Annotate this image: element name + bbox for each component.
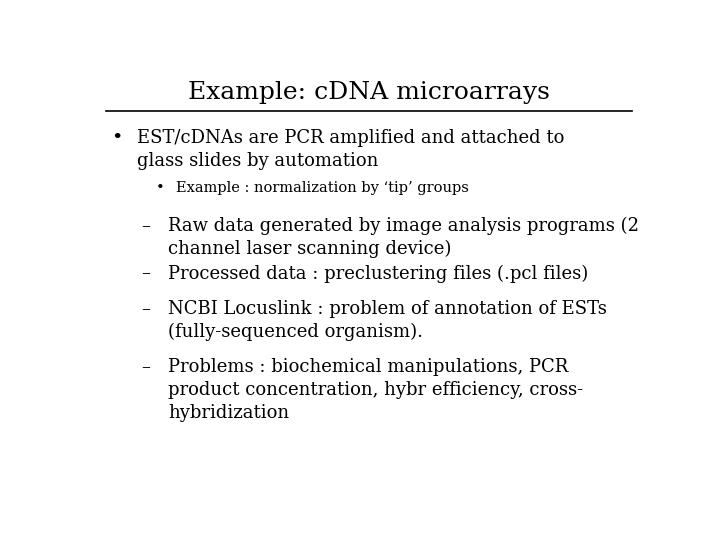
Text: EST/cDNAs are PCR amplified and attached to
glass slides by automation: EST/cDNAs are PCR amplified and attached…	[138, 129, 564, 170]
Text: •: •	[111, 129, 122, 147]
Text: Example: cDNA microarrays: Example: cDNA microarrays	[188, 82, 550, 104]
Text: Raw data generated by image analysis programs (2
channel laser scanning device): Raw data generated by image analysis pro…	[168, 217, 639, 258]
Text: –: –	[141, 358, 150, 376]
Text: NCBI Locuslink : problem of annotation of ESTs
(fully-sequenced organism).: NCBI Locuslink : problem of annotation o…	[168, 300, 607, 341]
Text: –: –	[141, 265, 150, 282]
Text: Processed data : preclustering files (.pcl files): Processed data : preclustering files (.p…	[168, 265, 588, 282]
Text: –: –	[141, 300, 150, 318]
Text: Problems : biochemical manipulations, PCR
product concentration, hybr efficiency: Problems : biochemical manipulations, PC…	[168, 358, 583, 422]
Text: Example : normalization by ‘tip’ groups: Example : normalization by ‘tip’ groups	[176, 181, 469, 195]
Text: •: •	[156, 181, 165, 195]
Text: –: –	[141, 217, 150, 234]
